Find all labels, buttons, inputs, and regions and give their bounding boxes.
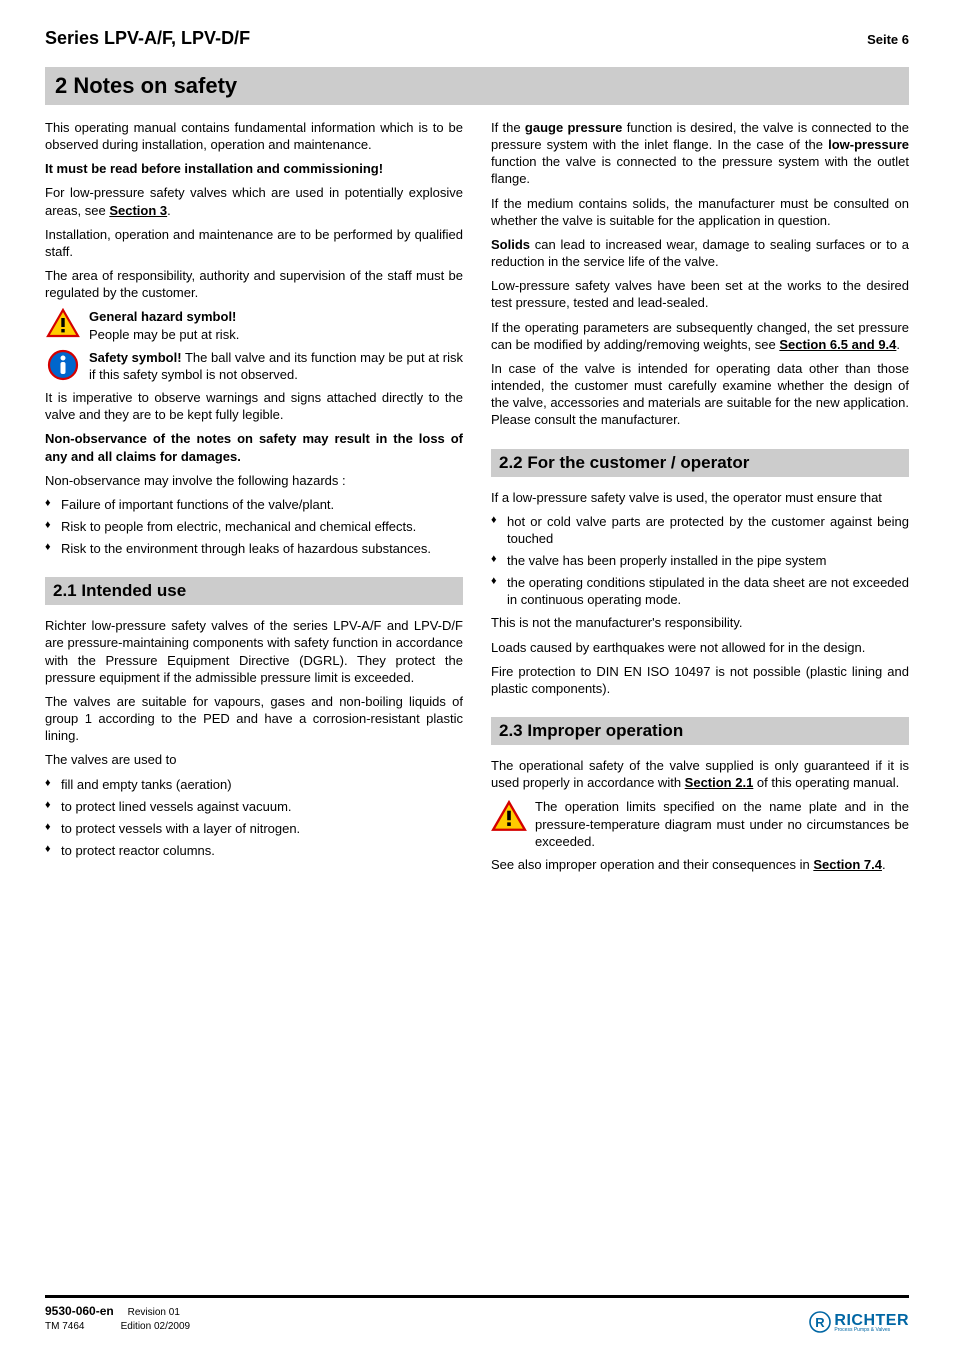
intro-para-2-bold: It must be read before installation and … (45, 160, 463, 177)
op-c: . (896, 337, 900, 352)
imp3-a: See also improper operation and their co… (491, 857, 813, 872)
solids-bold: Solids (491, 237, 530, 252)
right-column: If the gauge pressure function is desire… (491, 119, 909, 880)
use-list: fill and empty tanks (aeration) to prote… (45, 776, 463, 860)
other-intended-para: In case of the valve is intended for ope… (491, 360, 909, 429)
safety-symbol-row: Safety symbol! The ball valve and its fu… (45, 349, 463, 383)
gp-d: low-pressure (828, 137, 909, 152)
footer: 9530-060-en Revision 01 TM 7464 Edition … (45, 1295, 909, 1333)
para3-a: For low-pressure safety valves which are… (45, 185, 463, 217)
intended-use-p3: The valves are used to (45, 751, 463, 768)
safety-title: Safety symbol! (89, 350, 182, 365)
hazard-symbol-row: General hazard symbol! People may be put… (45, 308, 463, 342)
imp-c: of this operating manual. (753, 775, 899, 790)
list-item: Failure of important functions of the va… (45, 496, 463, 513)
header: Series LPV-A/F, LPV-D/F Seite 6 (45, 28, 909, 49)
improper-warning-row: The operation limits specified on the na… (491, 798, 909, 849)
footer-right: R RICHTER Process Pumps & Valves (809, 1311, 909, 1333)
list-item: fill and empty tanks (aeration) (45, 776, 463, 793)
intro-para-4: Installation, operation and maintenance … (45, 226, 463, 260)
para3-c: . (167, 203, 171, 218)
header-page: Seite 6 (867, 32, 909, 47)
list-item: hot or cold valve parts are protected by… (491, 513, 909, 547)
non-observance-intro: Non-observance may involve the following… (45, 472, 463, 489)
improper-warning-text: The operation limits specified on the na… (535, 798, 909, 849)
warning-triangle-icon (491, 798, 527, 834)
richter-logo-icon: R (809, 1311, 831, 1333)
richter-text-block: RICHTER Process Pumps & Valves (834, 1312, 909, 1333)
operator-intro: If a low-pressure safety valve is used, … (491, 489, 909, 506)
imperative-para: It is imperative to observe warnings and… (45, 389, 463, 423)
solids-consult-para: If the medium contains solids, the manuf… (491, 195, 909, 229)
list-item: to protect lined vessels against vacuum. (45, 798, 463, 815)
hazard-title: General hazard symbol! (89, 309, 236, 324)
hazard-text: General hazard symbol! People may be put… (89, 308, 463, 342)
gauge-pressure-para: If the gauge pressure function is desire… (491, 119, 909, 188)
improper-p3: See also improper operation and their co… (491, 856, 909, 873)
footer-rev: Revision 01 (128, 1307, 180, 1318)
imp3-c: . (882, 857, 886, 872)
fire-protection-para: Fire protection to DIN EN ISO 10497 is n… (491, 663, 909, 697)
list-item: Risk to people from electric, mechanical… (45, 518, 463, 535)
hazard-list: Failure of important functions of the va… (45, 496, 463, 557)
solids-rest: can lead to increased wear, damage to se… (491, 237, 909, 269)
footer-left: 9530-060-en Revision 01 TM 7464 Edition … (45, 1304, 190, 1333)
footer-tm: TM 7464 (45, 1321, 84, 1332)
intended-use-p1: Richter low-pressure safety valves of th… (45, 617, 463, 686)
list-item: to protect reactor columns. (45, 842, 463, 859)
left-column: This operating manual contains fundament… (45, 119, 463, 880)
warning-triangle-icon (45, 308, 81, 338)
svg-text:R: R (816, 1315, 826, 1330)
list-item: the valve has been properly installed in… (491, 552, 909, 569)
section-2-3-heading: 2.3 Improper operation (491, 717, 909, 745)
operating-params-para: If the operating parameters are subseque… (491, 319, 909, 353)
hazard-body: People may be put at risk. (89, 327, 239, 342)
section-2-1-link[interactable]: Section 2.1 (685, 775, 754, 790)
improper-p1: The operational safety of the valve supp… (491, 757, 909, 791)
two-column-layout: This operating manual contains fundament… (45, 119, 909, 880)
section-3-link[interactable]: Section 3 (109, 203, 167, 218)
gp-b: gauge pressure (525, 120, 623, 135)
solids-wear-para: Solids can lead to increased wear, damag… (491, 236, 909, 270)
safety-text: Safety symbol! The ball valve and its fu… (89, 349, 463, 383)
section-7-4-link[interactable]: Section 7.4 (813, 857, 882, 872)
list-item: the operating conditions stipulated in t… (491, 574, 909, 608)
gp-a: If the (491, 120, 525, 135)
footer-edition: Edition 02/2009 (121, 1321, 191, 1332)
list-item: Risk to the environment through leaks of… (45, 540, 463, 557)
page: Series LPV-A/F, LPV-D/F Seite 6 2 Notes … (0, 0, 954, 1351)
section-2-2-heading: 2.2 For the customer / operator (491, 449, 909, 477)
richter-brand: RICHTER (834, 1312, 909, 1329)
header-title: Series LPV-A/F, LPV-D/F (45, 28, 250, 49)
intro-para-5: The area of responsibility, authority an… (45, 267, 463, 301)
gp-e: function the valve is connected to the p… (491, 154, 909, 186)
list-item: to protect vessels with a layer of nitro… (45, 820, 463, 837)
works-set-para: Low-pressure safety valves have been set… (491, 277, 909, 311)
section-65-94-link[interactable]: Section 6.5 and 9.4 (779, 337, 896, 352)
section-2-heading: 2 Notes on safety (45, 67, 909, 105)
intro-para-3: For low-pressure safety valves which are… (45, 184, 463, 218)
info-circle-icon (45, 349, 81, 381)
earthquake-para: Loads caused by earthquakes were not all… (491, 639, 909, 656)
intended-use-p2: The valves are suitable for vapours, gas… (45, 693, 463, 744)
non-observance-bold: Non-observance of the notes on safety ma… (45, 430, 463, 464)
section-2-1-heading: 2.1 Intended use (45, 577, 463, 605)
operator-list: hot or cold valve parts are protected by… (491, 513, 909, 609)
intro-para-1: This operating manual contains fundament… (45, 119, 463, 153)
footer-docnum: 9530-060-en (45, 1304, 114, 1318)
not-manufacturer-para: This is not the manufacturer's responsib… (491, 614, 909, 631)
richter-logo: R RICHTER Process Pumps & Valves (809, 1311, 909, 1333)
